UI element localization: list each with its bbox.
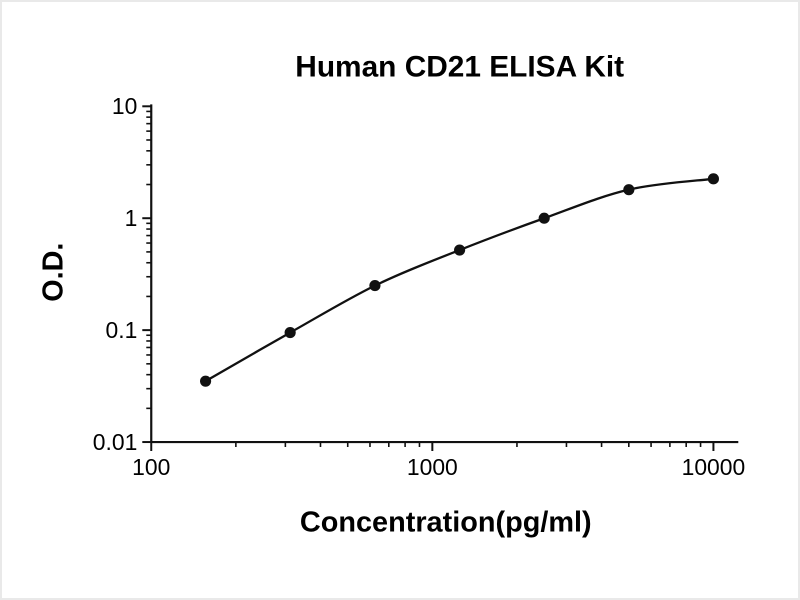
y-axis-tick-label: 10 [112,93,137,119]
data-point-marker [538,212,550,224]
axes: 100 1000 10000 0.01 0.1 1 10 [93,93,745,480]
data-point-marker [623,184,635,196]
x-axis-title: Concentration(pg/ml) [300,506,592,538]
data-series [200,173,719,387]
data-point-marker [200,375,212,387]
data-point-marker [707,173,719,185]
y-axis-tick-label: 0.01 [93,429,138,455]
y-axis-tick-label: 1 [125,205,138,231]
x-axis-tick-label: 100 [132,454,170,480]
y-axis-tick-label: 0.1 [106,317,138,343]
x-axis-tick-label: 1000 [407,454,458,480]
data-point-marker [369,280,381,292]
x-axis-tick-label: 10000 [682,454,746,480]
data-point-marker [284,327,296,339]
data-point-marker [454,244,466,256]
standard-curve-line [205,177,714,383]
y-axis-title: O.D. [38,243,70,302]
chart-title: Human CD21 ELISA Kit [295,51,624,84]
